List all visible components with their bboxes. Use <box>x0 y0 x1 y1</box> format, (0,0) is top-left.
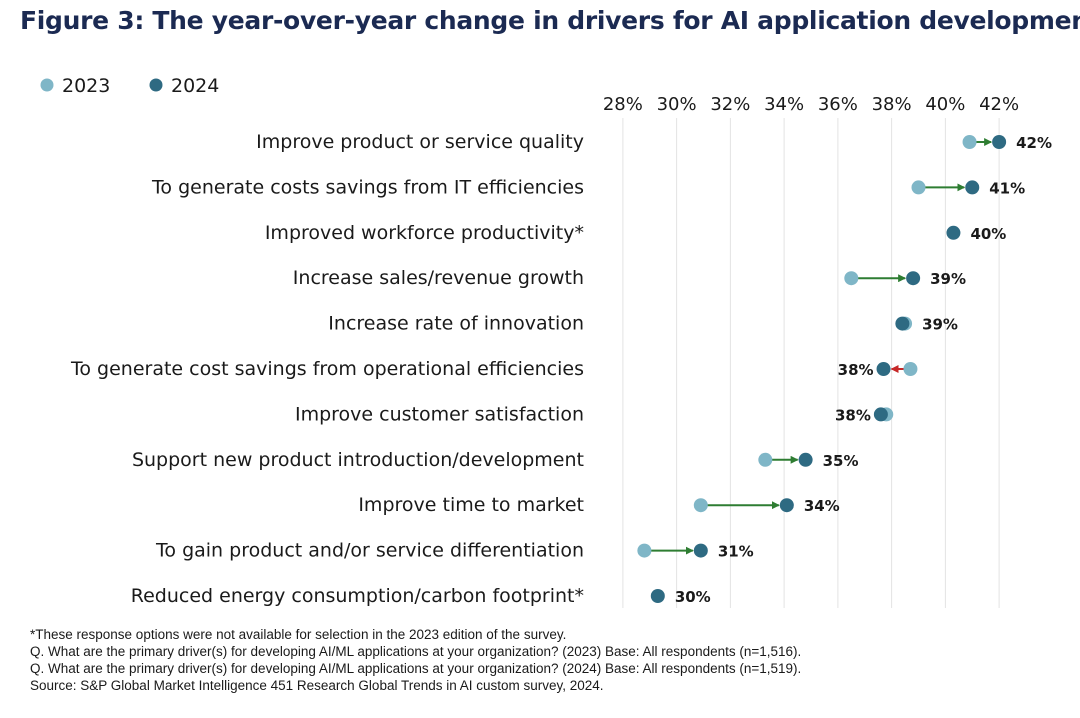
data-label: 39% <box>922 316 958 334</box>
data-label: 31% <box>718 543 754 561</box>
point-2023 <box>844 271 859 286</box>
point-2024 <box>876 362 891 376</box>
point-2023 <box>911 180 926 195</box>
x-tick-label: 40% <box>925 94 965 115</box>
chart-title: Figure 3: The year-over-year change in d… <box>20 6 1080 35</box>
legend-label-2023: 2023 <box>62 75 110 97</box>
point-2023 <box>637 543 652 558</box>
point-2023 <box>758 452 773 467</box>
data-label: 34% <box>804 497 840 515</box>
footnote-question-2024: Q. What are the primary driver(s) for de… <box>30 661 802 676</box>
footnote-availability: *These response options were not availab… <box>30 627 567 642</box>
category-label: Support new product introduction/develop… <box>132 449 584 471</box>
category-label: To generate costs savings from IT effici… <box>151 176 584 198</box>
point-2024 <box>992 135 1007 149</box>
category-label: To generate cost savings from operationa… <box>70 358 584 380</box>
point-2024 <box>965 180 980 195</box>
point-2024 <box>798 452 813 467</box>
footnote-source: Source: S&P Global Market Intelligence 4… <box>30 678 604 693</box>
point-2024 <box>779 498 794 513</box>
data-label: 38% <box>838 361 874 379</box>
legend-marker-2023 <box>40 78 54 92</box>
footnotes: *These response options were not availab… <box>30 626 1070 694</box>
point-2024 <box>946 225 961 240</box>
category-label: Improve customer satisfaction <box>295 403 584 425</box>
category-label: Improve time to market <box>358 494 584 516</box>
category-label: Reduced energy consumption/carbon footpr… <box>131 585 584 607</box>
point-2024 <box>693 543 708 558</box>
data-label: 41% <box>989 179 1025 197</box>
category-label: To gain product and/or service different… <box>155 540 584 562</box>
data-label: 40% <box>970 225 1006 243</box>
category-label: Improve product or service quality <box>256 131 584 153</box>
legend-label-2024: 2024 <box>171 75 219 97</box>
x-tick-label: 38% <box>872 94 912 115</box>
point-2023 <box>903 362 918 376</box>
point-2024 <box>650 589 665 603</box>
point-2023 <box>693 498 708 513</box>
point-2024 <box>873 407 888 422</box>
data-label: 35% <box>823 452 859 470</box>
x-tick-label: 30% <box>657 94 697 115</box>
x-tick-label: 42% <box>979 94 1019 115</box>
point-2024 <box>906 271 921 286</box>
data-label: 42% <box>1016 134 1052 152</box>
point-2023 <box>962 135 977 149</box>
category-label: Increase sales/revenue growth <box>293 267 584 289</box>
x-tick-label: 34% <box>764 94 804 115</box>
dot-plot-chart: 2023 2024 28% 30% 32% 34% 36% 38% 40% 42% Improve … <box>40 75 1052 608</box>
data-label: 39% <box>930 270 966 288</box>
category-label: Increase rate of innovation <box>328 313 584 335</box>
category-label: Improved workforce productivity* <box>265 222 584 244</box>
x-tick-label: 36% <box>818 94 858 115</box>
footnote-question-2023: Q. What are the primary driver(s) for de… <box>30 644 802 659</box>
legend-marker-2024 <box>149 78 163 92</box>
data-label: 30% <box>675 588 711 606</box>
x-tick-label: 32% <box>710 94 750 115</box>
x-tick-label: 28% <box>603 94 643 115</box>
data-label: 38% <box>835 406 871 424</box>
point-2024 <box>895 316 910 331</box>
